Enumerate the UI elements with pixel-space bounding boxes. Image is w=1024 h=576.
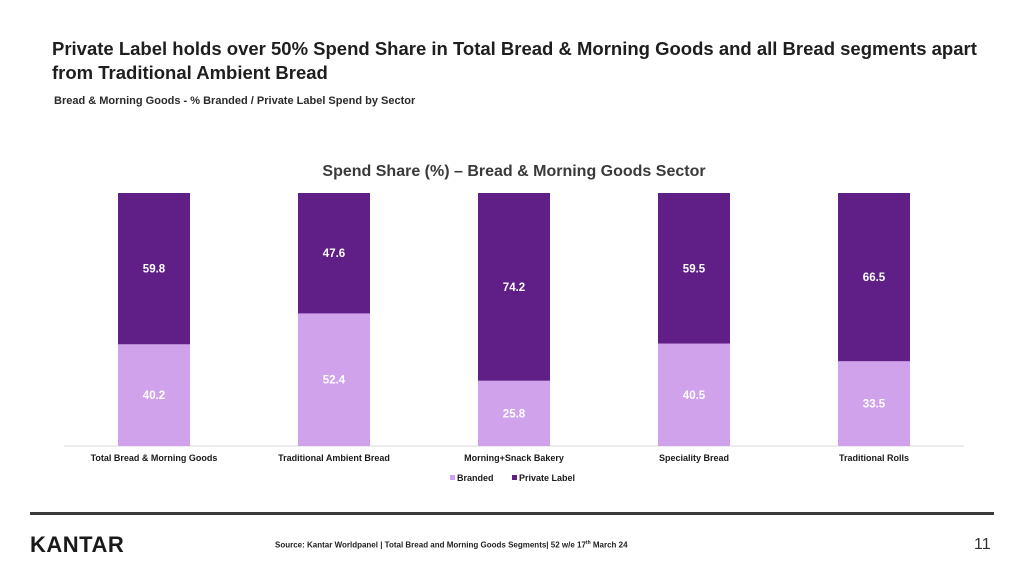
- legend-swatch-branded: [450, 475, 455, 480]
- data-label-branded-morning-snack-bakery: 25.8: [503, 408, 526, 420]
- bar-private-label-traditional-rolls: [838, 193, 910, 362]
- bar-branded-morning-snack-bakery: [478, 380, 550, 446]
- x-tick-label-morning-snack-bakery: Morning+Snack Bakery: [464, 453, 564, 463]
- data-label-branded-traditional-ambient-bread: 52.4: [323, 375, 346, 387]
- source-date: March 24: [590, 540, 628, 550]
- x-axis-labels: Total Bread & Morning Goods Traditional A…: [91, 453, 909, 463]
- bar-branded-traditional-rolls: [838, 361, 910, 446]
- data-label-branded-total-bread-morning-goods: 40.2: [143, 390, 165, 402]
- page-number: 11: [974, 536, 991, 553]
- legend: Branded Private Label: [450, 473, 575, 483]
- stacked-bar-chart: Spend Share (%) – Bread & Morning Goods …: [64, 163, 964, 483]
- data-label-private-label-speciality-bread: 59.5: [683, 263, 706, 275]
- bar-private-label-total-bread-morning-goods: [118, 193, 190, 345]
- page-title: Private Label holds over 50% Spend Share…: [52, 38, 977, 83]
- bar-branded-speciality-bread: [658, 343, 730, 446]
- source-superscript: th: [585, 540, 591, 546]
- data-label-branded-traditional-rolls: 33.5: [863, 399, 886, 411]
- legend-swatch-private-label: [512, 475, 517, 480]
- kantar-logo: KANTAR: [30, 532, 125, 557]
- x-tick-label-traditional-ambient-bread: Traditional Ambient Bread: [278, 453, 390, 463]
- x-tick-label-total-bread-morning-goods: Total Bread & Morning Goods: [91, 453, 218, 463]
- data-label-private-label-morning-snack-bakery: 74.2: [503, 282, 525, 294]
- bar-private-label-speciality-bread: [658, 193, 730, 344]
- x-tick-label-traditional-rolls: Traditional Rolls: [839, 453, 909, 463]
- chart-title: Spend Share (%) – Bread & Morning Goods …: [322, 163, 705, 180]
- source-text: Source: Kantar Worldpanel | Total Bread …: [275, 540, 586, 550]
- bar-branded-total-bread-morning-goods: [118, 344, 190, 446]
- bar-branded-traditional-ambient-bread: [298, 313, 370, 446]
- data-label-private-label-traditional-rolls: 66.5: [863, 272, 886, 284]
- x-tick-label-speciality-bread: Speciality Bread: [659, 453, 729, 463]
- bar-private-label-morning-snack-bakery: [478, 193, 550, 381]
- source-note: Source: Kantar Worldpanel | Total Bread …: [275, 540, 628, 550]
- page-subtitle: Bread & Morning Goods - % Branded / Priv…: [54, 95, 416, 107]
- bar-private-label-traditional-ambient-bread: [298, 193, 370, 314]
- data-label-private-label-traditional-ambient-bread: 47.6: [323, 248, 345, 260]
- data-label-branded-speciality-bread: 40.5: [683, 390, 706, 402]
- footer-divider: [30, 512, 994, 515]
- legend-label-branded: Branded: [457, 473, 494, 483]
- bars-group: 40.2 59.8 52.4 47.6 25.8 74.2 40.5 59.5 33.5 66.5: [118, 193, 910, 446]
- data-label-private-label-total-bread-morning-goods: 59.8: [143, 264, 166, 276]
- legend-label-private-label: Private Label: [519, 473, 575, 483]
